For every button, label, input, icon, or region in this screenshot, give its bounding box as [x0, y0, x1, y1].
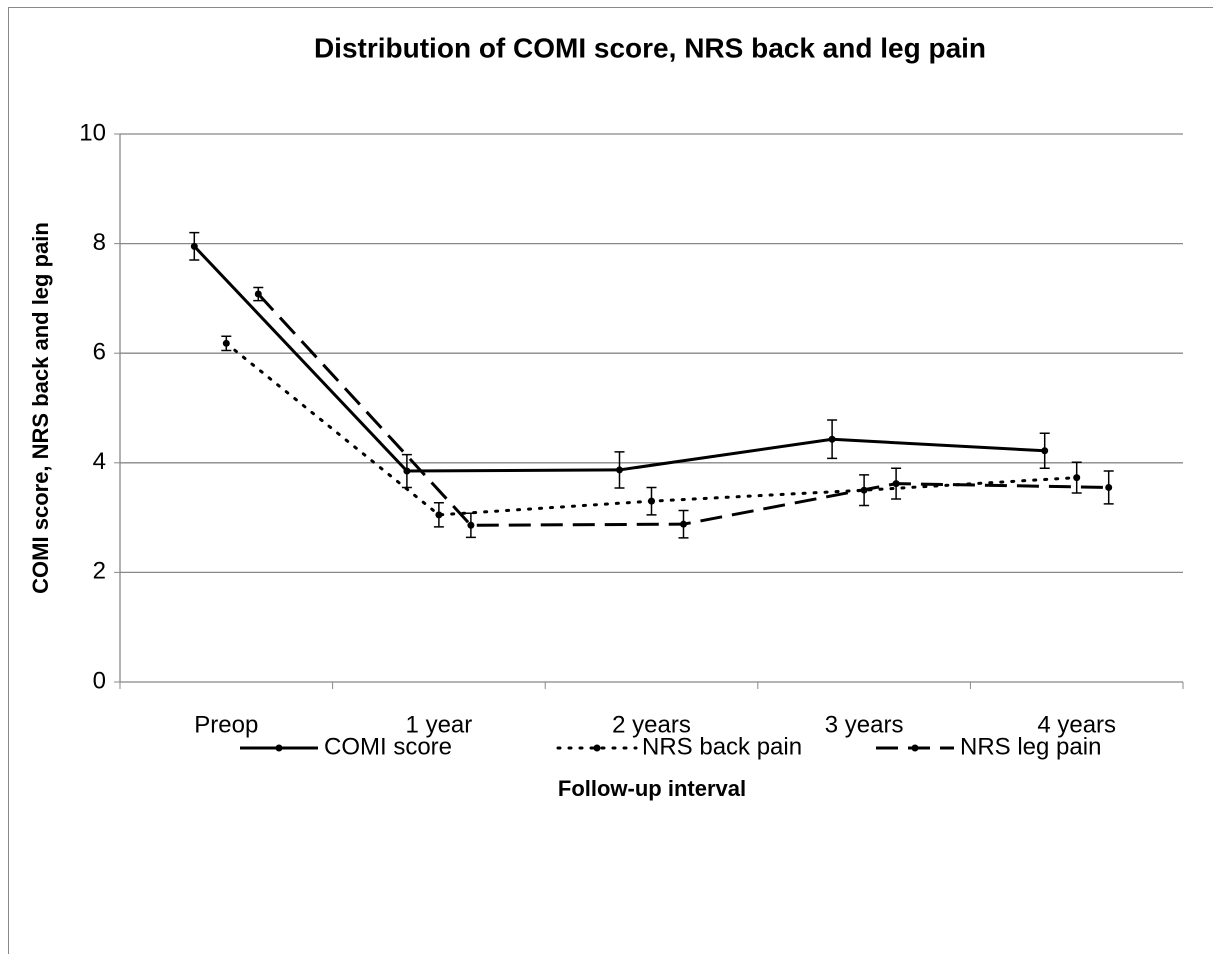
marker — [254, 290, 262, 298]
legend-label: COMI score — [324, 733, 452, 760]
x-axis-label: Follow-up interval — [558, 776, 746, 801]
x-tick-label: 3 years — [825, 711, 904, 738]
y-tick-label: 10 — [79, 119, 106, 146]
y-tick-label: 8 — [93, 229, 106, 256]
x-tick-label: 1 year — [406, 711, 473, 738]
legend-label: NRS back pain — [642, 733, 802, 760]
y-tick-label: 0 — [93, 667, 106, 694]
marker — [1073, 474, 1081, 482]
chart-border — [8, 7, 1213, 954]
x-tick-label: Preop — [194, 711, 258, 738]
marker — [435, 511, 443, 519]
legend-marker — [593, 744, 601, 752]
marker — [1105, 483, 1113, 491]
marker — [1041, 447, 1049, 455]
marker — [680, 520, 687, 528]
marker — [892, 480, 900, 488]
legend-marker — [275, 744, 283, 752]
chart-title: Distribution of COMI score, NRS back and… — [314, 32, 986, 63]
marker — [190, 242, 198, 250]
x-tick-label: 2 years — [612, 711, 691, 738]
marker — [828, 435, 836, 443]
y-axis-label: COMI score, NRS back and leg pain — [28, 222, 53, 594]
y-tick-label: 4 — [93, 448, 106, 475]
marker — [403, 467, 411, 475]
x-tick-label: 4 years — [1037, 711, 1116, 738]
legend-marker — [911, 744, 919, 752]
y-tick-label: 6 — [93, 339, 106, 366]
y-tick-label: 2 — [93, 558, 106, 585]
marker — [222, 339, 230, 347]
marker — [467, 521, 475, 529]
legend-label: NRS leg pain — [960, 733, 1101, 760]
marker — [648, 497, 655, 505]
marker — [616, 466, 623, 474]
